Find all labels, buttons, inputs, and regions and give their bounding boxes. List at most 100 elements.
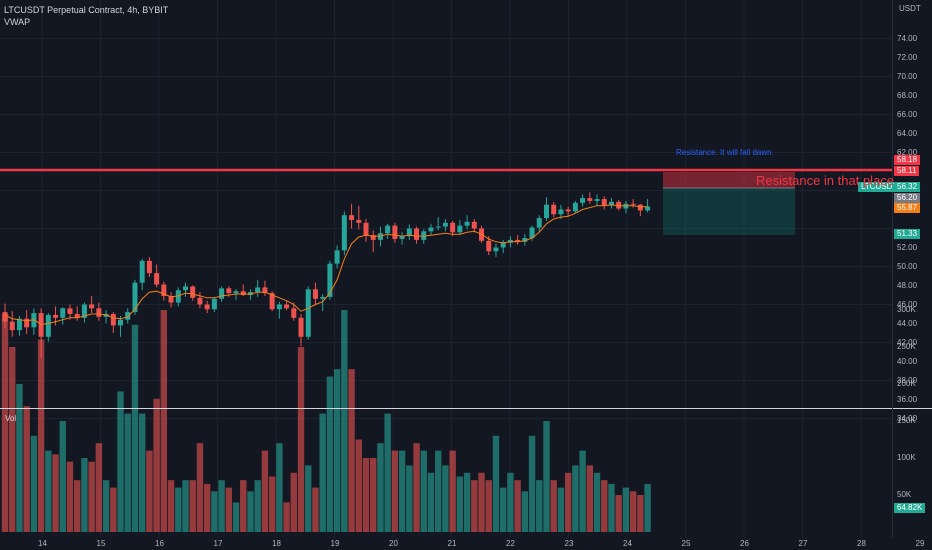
volume-bar [23,406,30,532]
volume-bar [442,465,449,532]
candle-body [226,288,232,294]
candle-body [269,293,275,310]
volume-bar [629,491,637,532]
volume-bar [319,413,326,532]
candle-body [320,296,326,299]
price-tick-label: 50.00 [897,261,918,271]
volume-pane-label[interactable]: Vol [5,414,17,423]
volume-bar [297,347,305,532]
volume-bar [593,472,601,532]
volume-tick-label: 250K [897,342,916,351]
volume-bar [203,483,211,532]
volume-bar [608,483,615,532]
candle-body [334,250,340,264]
time-tick-label: 18 [272,539,281,548]
badge-vwap-price: 55.87 [894,203,921,213]
volume-bar [305,465,312,532]
price-tick-label: 70.00 [897,71,918,81]
volume-bar [601,480,608,532]
volume-bar [499,487,507,532]
candle-body [183,286,188,291]
chart-header: LTCUSDT Perpetual Contract, 4h, BYBIT VW… [4,4,168,28]
candle-body [565,209,571,212]
volume-bar [637,495,644,532]
candle-body [81,304,87,318]
volume-bar [102,480,110,532]
candle-body [211,298,217,310]
volume-bar [312,487,319,532]
candle-body [522,238,528,242]
candle-body [2,312,8,322]
volume-bar [326,376,334,532]
volume-bar [550,480,557,532]
stop-loss-zone[interactable] [663,172,795,188]
volume-bar [37,339,45,532]
badge-last-volume: 64.82K [894,503,926,513]
volume-tick-label: 100K [897,453,916,462]
candle-body [399,236,405,239]
volume-bar [579,450,586,532]
candle-body [60,308,66,318]
candle-body [38,313,44,337]
time-tick-label: 17 [213,539,223,548]
candle-body [457,225,463,233]
volume-bar [471,480,478,532]
volume-bars [1,310,651,532]
vwap-line [4,204,648,325]
candle-body [175,290,181,303]
time-tick-label: 15 [96,539,106,548]
time-tick-label: 19 [330,539,340,548]
candle-body [74,314,80,318]
time-tick-label: 28 [857,539,866,548]
volume-bar [420,450,427,532]
volume-bar [74,480,81,532]
volume-bar [211,491,218,532]
candle-body [471,221,477,229]
pane-separator[interactable] [0,408,932,409]
candle-body [312,289,318,299]
annotation-resistance-large[interactable]: Resistance in that place [756,173,895,188]
volume-bar [138,413,146,532]
candle-body [341,215,347,251]
volume-bar [30,435,38,532]
volume-bar [449,450,456,532]
candle-body [139,260,145,283]
price-tick-label: 42.00 [897,337,918,347]
candle-body [608,201,614,206]
candle-body [572,202,578,212]
volume-bar [59,421,66,532]
candlesticks [2,192,651,358]
volume-bar [146,450,153,532]
candle-body [529,227,535,238]
price-axis-currency: USDT [899,4,921,13]
candle-body [276,304,282,310]
price-tick-label: 46.00 [897,299,918,309]
volume-bar [427,472,435,532]
volume-bar [45,450,52,532]
candle-body [493,247,499,252]
candle-body [428,227,434,232]
volume-bar [435,450,442,532]
candle-body [536,218,542,228]
volume-bar [182,480,189,532]
volume-bar [225,487,233,532]
candle-body [16,318,22,331]
candle-body [190,286,196,298]
take-profit-zone[interactable] [663,188,795,235]
volume-bar [543,421,550,532]
volume-bar [232,502,240,532]
candle-body [363,222,369,236]
candle-body [385,225,391,234]
symbol-title[interactable]: LTCUSDT Perpetual Contract, 4h, BYBIT [4,5,169,15]
candle-body [161,284,167,296]
price-tick-label: 36.00 [897,394,918,404]
indicator-label-vwap[interactable]: VWAP [4,17,31,27]
volume-bar [485,480,492,532]
time-tick-label: 23 [564,539,574,548]
candle-body [594,199,600,201]
candle-body [327,263,333,297]
annotation-resistance-small[interactable]: Resistance. It will fall dawn. [676,148,774,157]
volume-bar [348,369,355,532]
badge-stop-price: 58.11 [894,166,920,176]
price-chart[interactable] [0,0,892,538]
